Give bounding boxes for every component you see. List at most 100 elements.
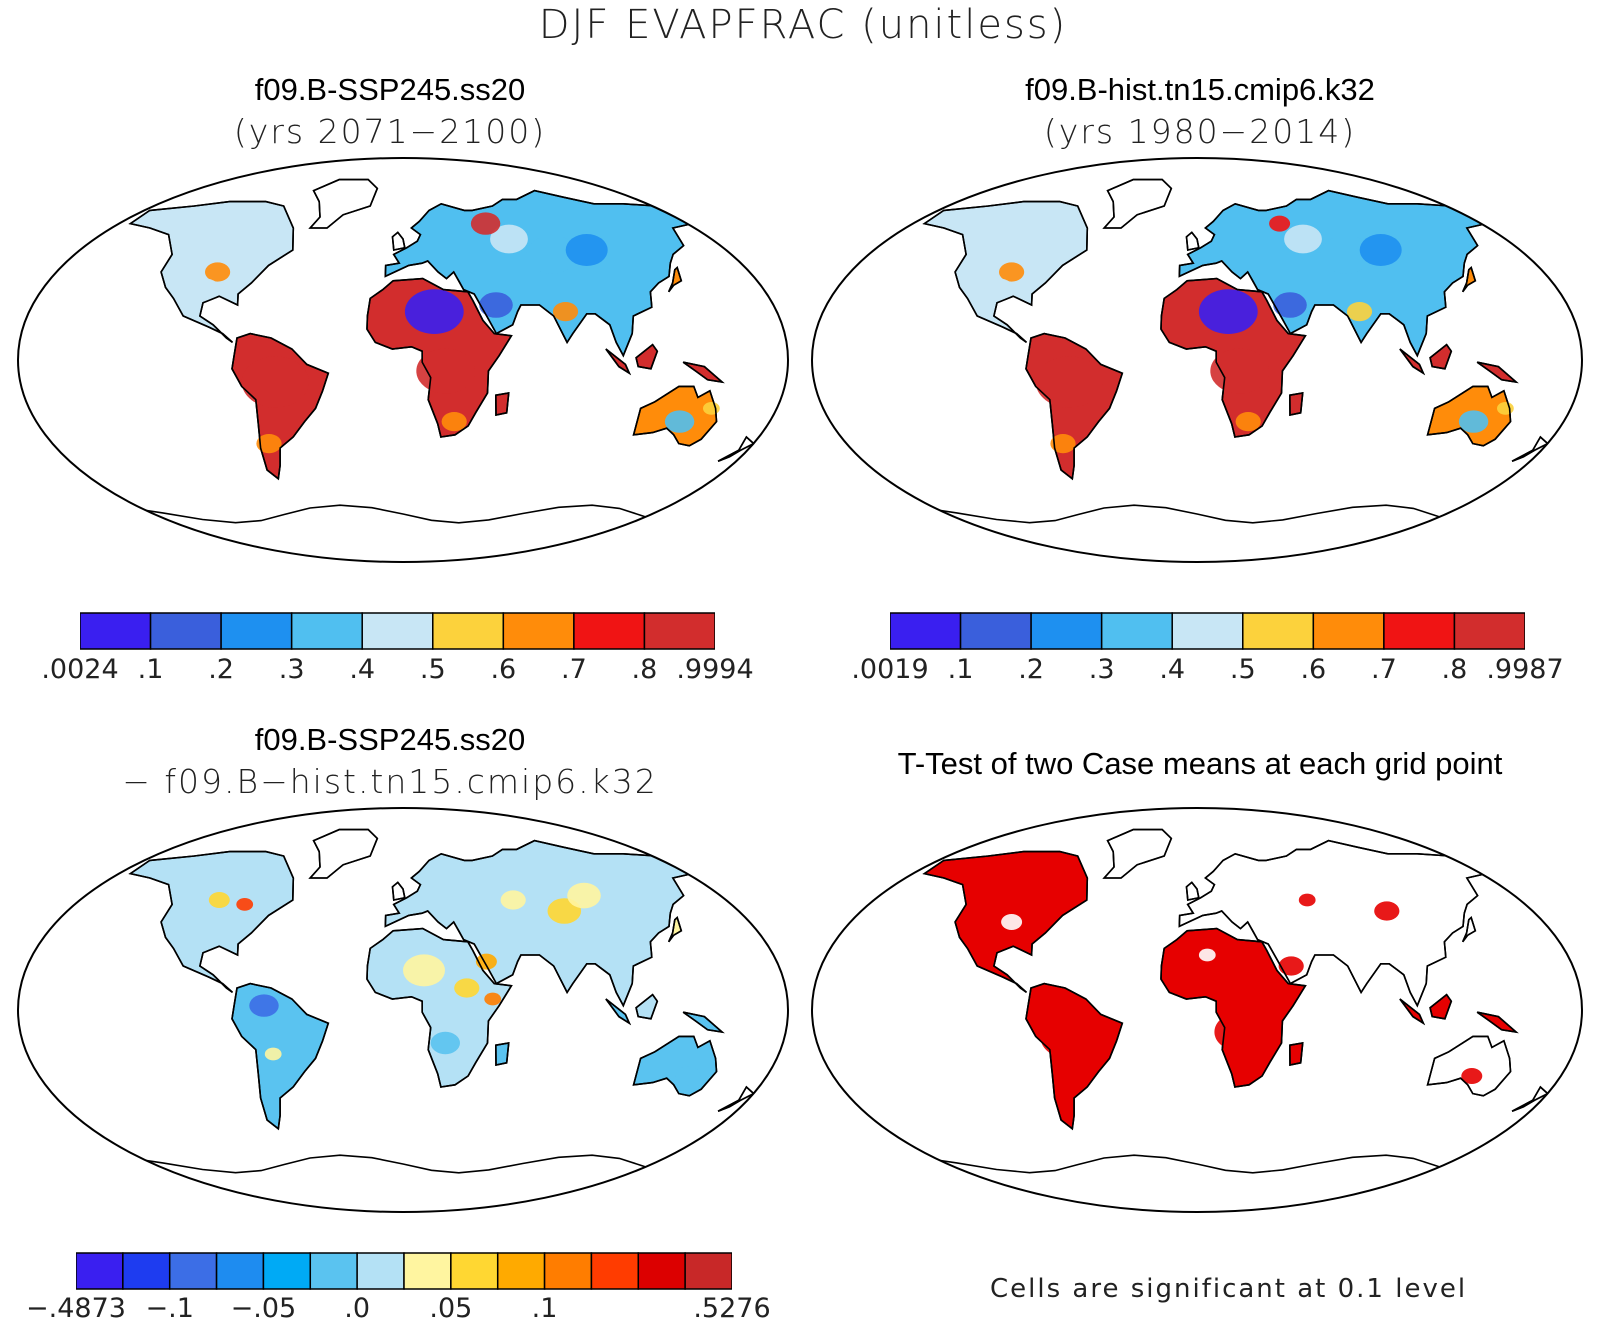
contour-region (664, 410, 695, 433)
coastline-africa (1160, 277, 1307, 438)
contour-region (552, 302, 579, 322)
colorbar-swatch (356, 1252, 405, 1290)
contour-region (430, 1031, 460, 1055)
colorbar-swatch (403, 1252, 452, 1290)
colorbar-tick-label: .4 (349, 654, 376, 685)
coastline-newguinea (1476, 361, 1519, 384)
coastline-australia (1426, 1035, 1512, 1097)
coastline-sumatra (605, 998, 632, 1026)
colorbar-diff-ticks: −.4873 −.1 −.05 .0 .05 .1 .5276 (26, 1293, 771, 1327)
contour-region (526, 235, 578, 274)
colorbar-swatch (1453, 612, 1525, 650)
coastline-madagascar (1288, 392, 1304, 416)
colorbar-swatch (361, 612, 434, 650)
contour-region (1497, 402, 1514, 415)
colorbar-swatch (573, 612, 646, 650)
colorbar-tick-label: .5 (419, 654, 446, 685)
figure-title: DJF EVAPFRAC (unitless) (538, 2, 1068, 48)
contour-region (1359, 234, 1402, 266)
coastline-madagascar (1288, 1042, 1304, 1066)
colorbar-hist (890, 612, 1525, 650)
coastline-japan (667, 266, 683, 293)
map-frame (811, 807, 1583, 1213)
colorbar-swatch (290, 612, 363, 650)
colorbar-tick-label: .3 (278, 654, 305, 685)
contour-region (484, 992, 502, 1006)
colorbar-swatch (122, 1252, 171, 1290)
colorbar-tick-label: −.1 (145, 1293, 194, 1324)
colorbar-tick-label: .1 (137, 654, 164, 685)
colorbar-swatch (643, 612, 715, 650)
landmass-greenland (308, 828, 379, 879)
land-layer (122, 828, 756, 1174)
coastline-samerica (231, 332, 330, 481)
landmass-borneo (635, 343, 659, 370)
colorbar-tick-label: −.4873 (26, 1293, 126, 1324)
contour-region (999, 262, 1025, 282)
map-frame (17, 157, 789, 563)
colorbar-swatch (450, 1252, 499, 1290)
colorbar-tick-label: .05 (429, 1293, 473, 1324)
coastline-newguinea (1476, 1011, 1519, 1034)
contour-region (190, 278, 220, 301)
contour-region (490, 224, 528, 254)
landmass-newguinea (682, 1011, 725, 1034)
coastline-uk (1185, 881, 1200, 901)
colorbar-tick-label: .1 (531, 1293, 558, 1324)
coastline-greenland (308, 178, 379, 229)
contour-region (1233, 979, 1268, 1006)
colorbar-swatch (890, 612, 962, 650)
contour-region (1278, 956, 1304, 976)
coastline-antarctica (916, 504, 1453, 524)
contour-region (454, 978, 480, 998)
colorbar-swatch (684, 1252, 732, 1290)
colorbar-tick-label: −.05 (230, 1293, 297, 1324)
ttest-significance-note: Cells are significant at 0.1 level (990, 1274, 1468, 1304)
coastline-uk (391, 881, 406, 901)
landmass-greenland (1102, 178, 1173, 229)
coastline-newguinea (682, 361, 725, 384)
contour-region (441, 412, 467, 432)
colorbar-swatch (220, 612, 293, 650)
contour-region (1458, 410, 1489, 433)
landmass-borneo (1429, 993, 1453, 1020)
land-layer (916, 828, 1550, 1174)
contour-region (236, 898, 254, 911)
coastline-eurasia (1178, 189, 1488, 358)
contour-region (249, 994, 279, 1017)
contour-region (264, 1047, 282, 1061)
contour-region (1374, 901, 1400, 921)
map-frame (17, 807, 789, 1213)
coastline-sumatra (605, 348, 632, 376)
colorbar-tick-label: .7 (560, 654, 587, 685)
coastline-madagascar (494, 392, 510, 416)
contour-region (675, 1066, 701, 1086)
panel-ssp245-title: f09.B-SSP245.ss20 (254, 72, 526, 107)
colorbar-tick-label: .2 (208, 654, 234, 685)
contour-region (1038, 908, 1051, 918)
colorbar-swatch (168, 1252, 218, 1290)
contour-region (1035, 356, 1103, 408)
coastline-antarctica (122, 504, 659, 524)
colorbar-tick-label: .5276 (693, 1293, 771, 1324)
landmass-borneo (635, 993, 659, 1020)
colorbar-hist-ticks: .0019 .1 .2 .3 .4 .5 .6 .7 .8 .9987 (851, 654, 1563, 688)
colorbar-tick-label: .0024 (41, 654, 119, 685)
coastline-africa (366, 277, 513, 438)
map-ssp245 (17, 157, 789, 563)
coastline-greenland (1102, 178, 1173, 229)
landmass-newguinea (682, 361, 725, 384)
contour-region (500, 890, 526, 910)
coastline-namerica (128, 850, 295, 994)
colorbar-diff (76, 1252, 732, 1290)
colorbar-swatch (76, 1252, 124, 1290)
colorbar-tick-label: .7 (1370, 654, 1397, 685)
contour-region (1040, 1014, 1099, 1059)
colorbar-swatch (637, 1252, 686, 1290)
panel-ttest-title: T-Test of two Case means at each grid po… (897, 746, 1503, 781)
landmass-newguinea (1476, 1011, 1519, 1034)
coastline-borneo (635, 343, 659, 370)
colorbar-swatch (262, 1252, 312, 1290)
contour-region (1198, 948, 1216, 962)
contour-region (1214, 1012, 1265, 1052)
